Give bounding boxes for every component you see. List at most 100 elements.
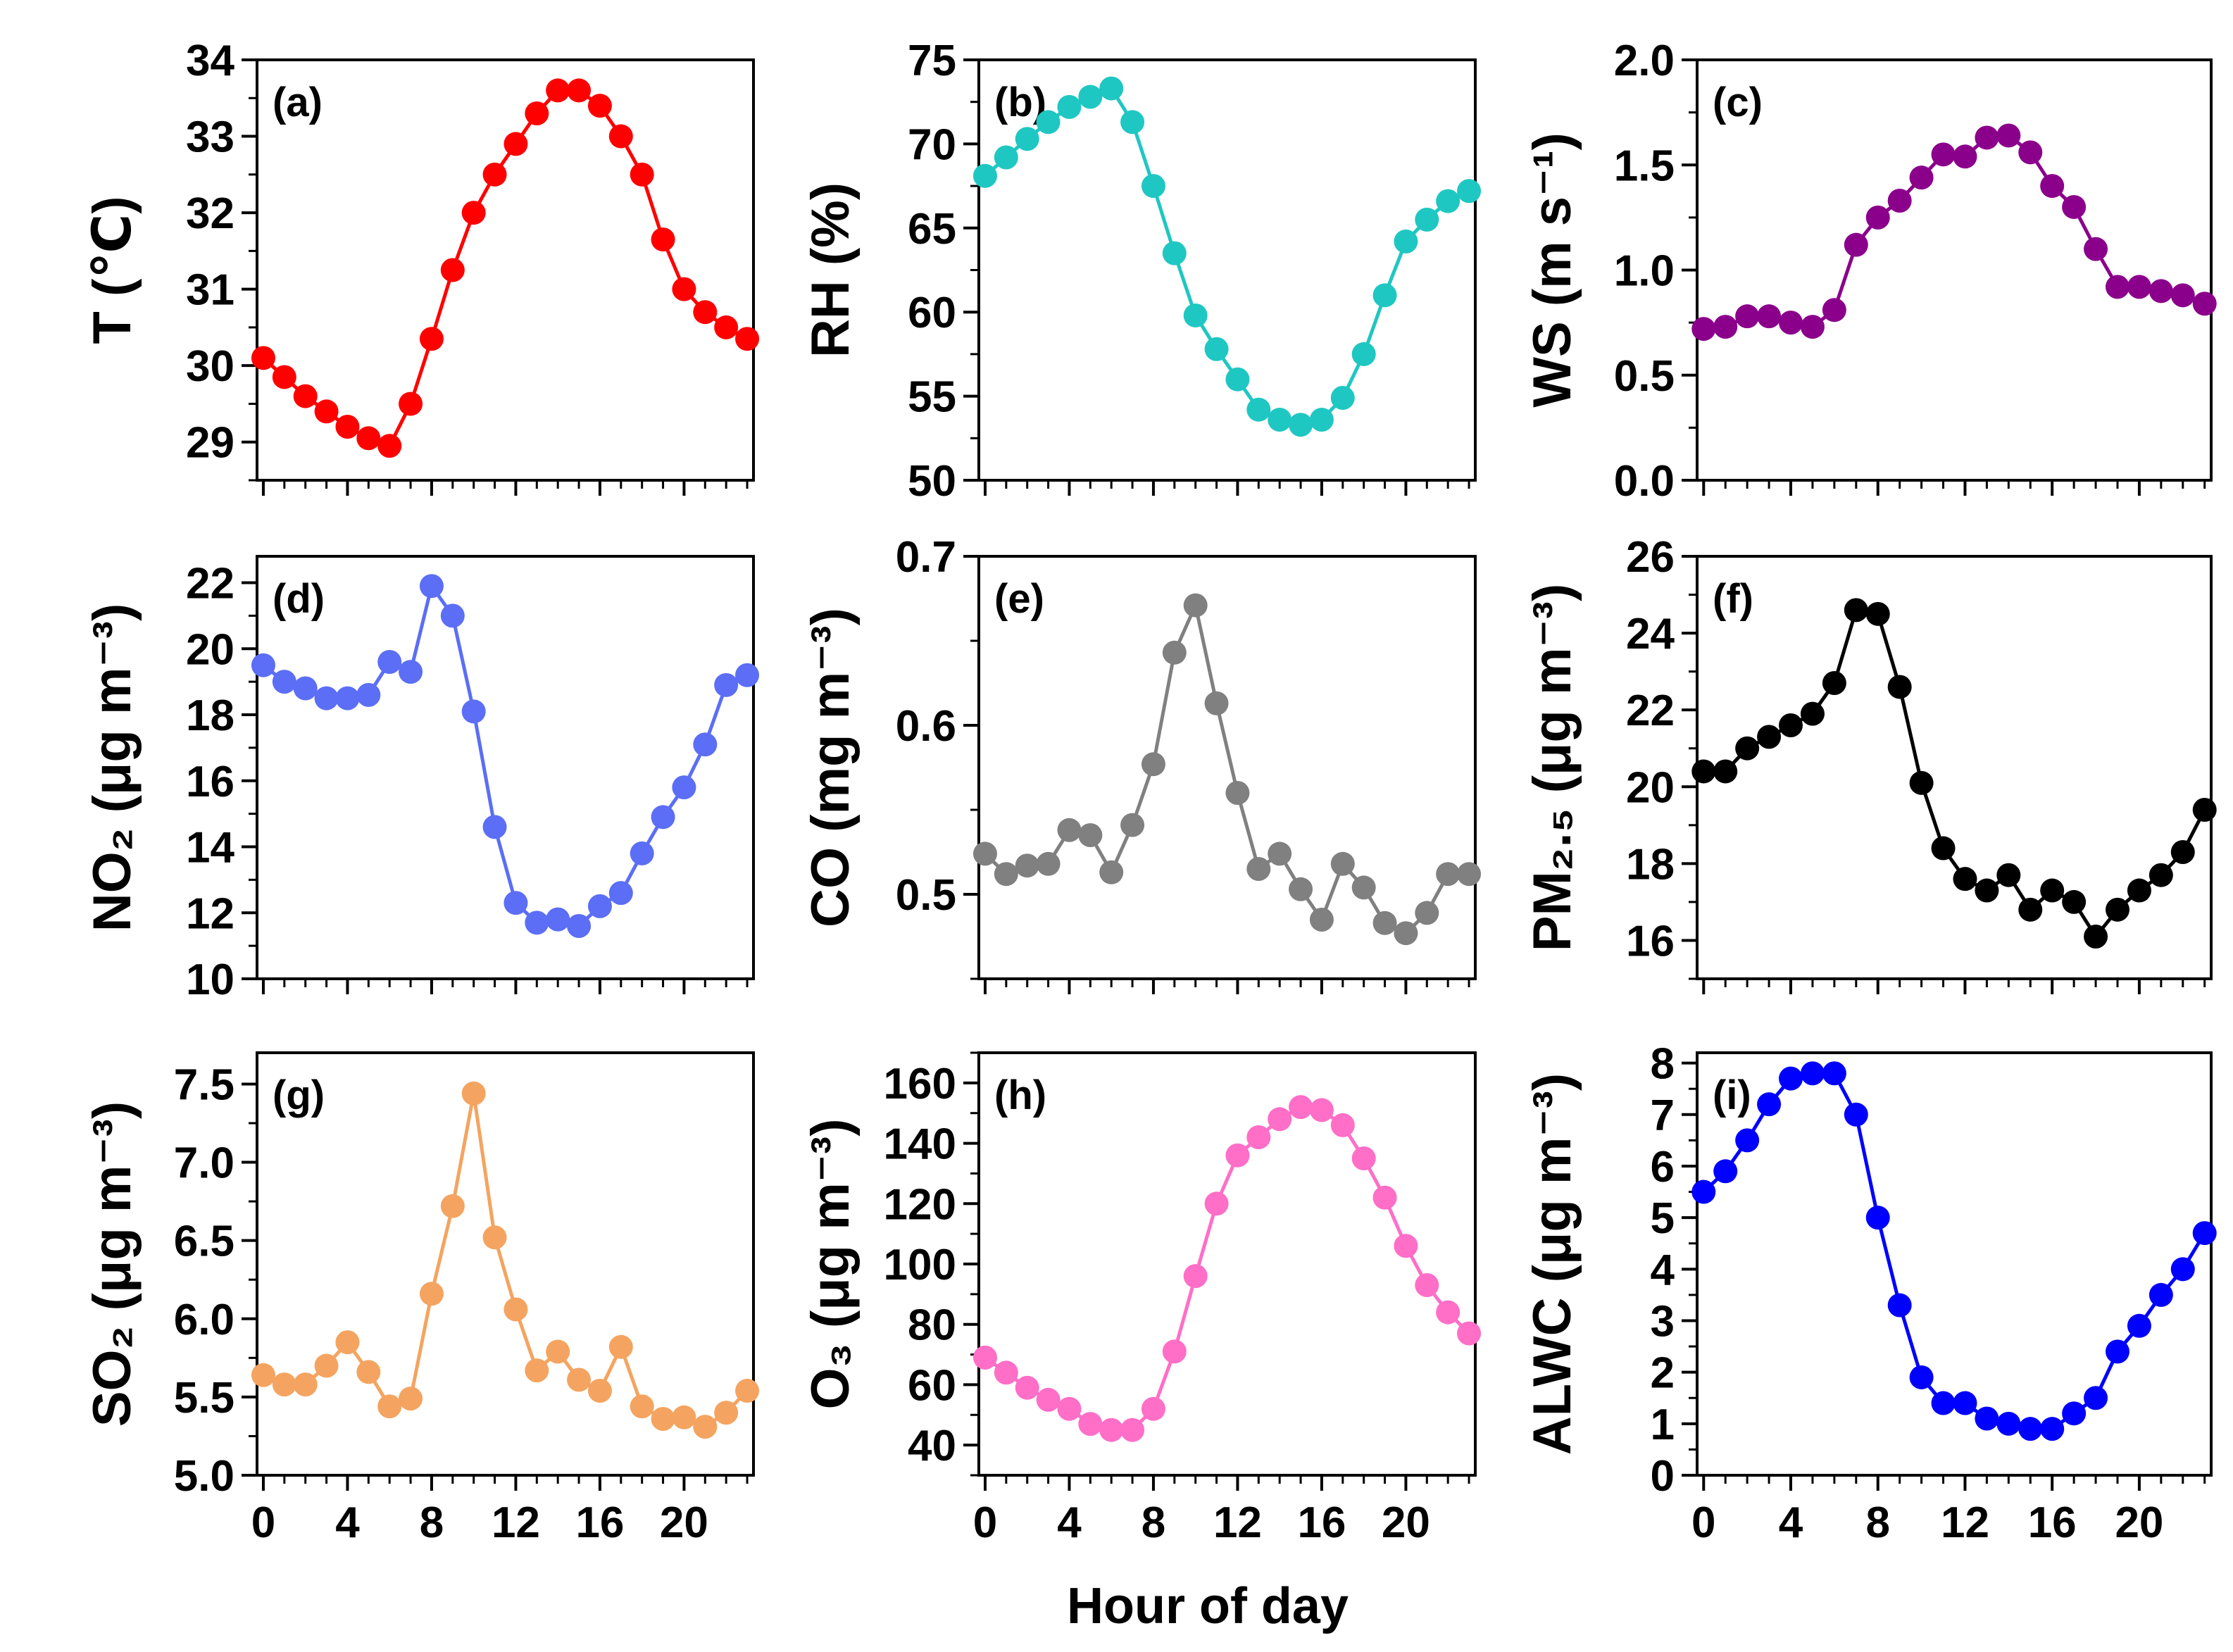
data-point — [440, 1194, 465, 1218]
y-tick-label: 55 — [908, 373, 956, 422]
data-point — [1975, 1406, 1999, 1431]
series-line — [262, 582, 749, 928]
data-point — [994, 145, 1018, 170]
data-point — [2040, 174, 2065, 199]
x-tick-label: 0 — [1691, 1498, 1715, 1547]
data-point — [1120, 110, 1145, 134]
data-point — [1800, 1061, 1825, 1086]
data-point — [1457, 862, 1482, 887]
data-point — [482, 815, 507, 839]
y-tick-label: 65 — [908, 205, 956, 254]
data-point — [1457, 179, 1482, 204]
data-point — [2018, 897, 2043, 922]
y-tick-label: 10 — [186, 956, 234, 1004]
data-point — [314, 1353, 339, 1378]
y-tick-label: 1.0 — [1614, 247, 1675, 296]
panel-h: 40 60 80 100 120 140 160 0 4 8 12 16 20 O₃ (μg m⁻³) (h… — [801, 1051, 1482, 1547]
data-point — [735, 327, 760, 351]
data-point — [1800, 315, 1825, 339]
data-point — [630, 1394, 654, 1419]
y-tick-label: 5.0 — [174, 1452, 234, 1501]
y-tick-label: 22 — [1626, 687, 1675, 735]
data-point — [1691, 317, 1716, 342]
data-point — [1844, 1102, 1868, 1127]
y-tick-label: 18 — [1626, 840, 1675, 889]
data-point — [1078, 823, 1103, 847]
data-point — [377, 650, 402, 674]
data-point — [1268, 1107, 1292, 1132]
panel-a: 29 30 31 32 33 34 T (℃) (a) — [82, 37, 760, 496]
data-point — [1436, 862, 1460, 887]
data-point — [293, 1372, 318, 1397]
data-point — [2127, 1313, 2151, 1338]
y-tick-label: 0.5 — [896, 871, 956, 920]
series-line — [1702, 1071, 2206, 1431]
data-point — [525, 101, 549, 125]
data-point — [1015, 127, 1039, 151]
data-point — [1822, 298, 1846, 323]
data-point — [1204, 691, 1229, 715]
data-point — [272, 1372, 296, 1397]
data-point — [1289, 877, 1313, 901]
data-point — [1057, 1396, 1082, 1421]
y-tick-label: 14 — [186, 824, 234, 872]
data-point — [2062, 1401, 2087, 1426]
y-axis-title: NO₂ (μg m⁻³) — [82, 603, 142, 932]
data-point — [1887, 188, 1912, 213]
data-point — [2018, 1417, 2043, 1441]
data-point — [2062, 194, 2087, 219]
data-point — [1036, 1387, 1061, 1412]
data-point — [1309, 1098, 1334, 1122]
data-point — [1713, 315, 1738, 339]
data-point — [1975, 125, 1999, 150]
plot-frame — [977, 1051, 1477, 1477]
data-point — [503, 891, 528, 915]
data-point — [1931, 1391, 1956, 1415]
data-point — [567, 78, 592, 103]
data-point — [693, 300, 718, 325]
y-tick-label: 1 — [1651, 1401, 1675, 1449]
data-point — [1289, 1095, 1313, 1120]
data-point — [1120, 813, 1145, 837]
y-axis-title: SO₂ (μg m⁻³) — [82, 1101, 142, 1427]
panel-c: 0.0 0.5 1.0 1.5 2.0 WS (m s⁻¹) (c) — [1522, 37, 2217, 506]
data-point — [587, 1379, 612, 1403]
data-point — [356, 1360, 381, 1384]
data-point — [1735, 304, 1760, 329]
data-point — [482, 162, 507, 187]
data-point — [587, 894, 612, 918]
y-tick-label: 18 — [186, 692, 234, 740]
data-point — [1865, 601, 1890, 626]
data-point — [1078, 1412, 1103, 1437]
data-point — [1309, 908, 1334, 932]
y-tick-label: 0.6 — [896, 702, 956, 751]
x-tick-label: 4 — [1779, 1498, 1803, 1547]
data-point — [608, 881, 633, 906]
data-point — [525, 1358, 549, 1383]
data-point — [2148, 863, 2173, 887]
data-point — [1372, 283, 1397, 308]
data-point — [461, 699, 486, 724]
data-point — [1246, 397, 1271, 422]
y-tick-label: 160 — [884, 1060, 956, 1108]
data-point — [1099, 860, 1124, 884]
data-point — [1036, 851, 1061, 876]
y-tick-label: 3 — [1651, 1297, 1675, 1346]
y-tick-label: 6.5 — [174, 1218, 234, 1266]
panel-f: 16 18 20 22 24 26 PM₂.₅ (μg m⁻³) (f) — [1522, 533, 2217, 994]
data-point — [1931, 836, 1956, 861]
data-point — [1268, 408, 1292, 432]
data-point — [440, 258, 465, 282]
data-point — [714, 315, 739, 339]
data-point — [1953, 1391, 1977, 1415]
data-point — [972, 163, 997, 188]
data-point — [546, 1339, 570, 1364]
data-point — [651, 227, 675, 252]
y-tick-label: 100 — [884, 1241, 956, 1289]
data-point — [1457, 1321, 1482, 1346]
data-point — [377, 1394, 402, 1419]
data-point — [2105, 1339, 2129, 1364]
y-tick-label: 22 — [186, 560, 234, 608]
